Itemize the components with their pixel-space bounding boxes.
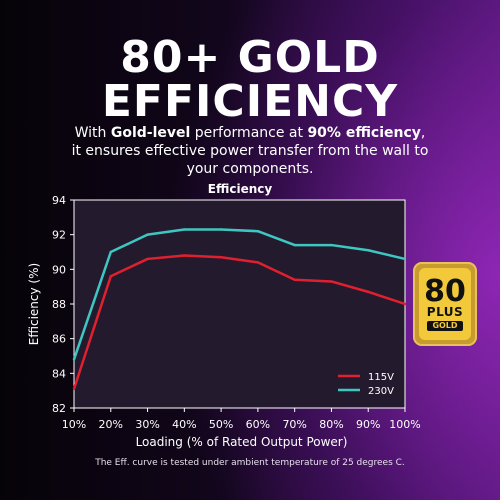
data-point-230v xyxy=(72,358,76,361)
data-point-115v xyxy=(293,278,296,281)
y-tick-label: 88 xyxy=(52,298,66,311)
subtitle-bold-1: Gold-level xyxy=(110,125,191,141)
data-point-115v xyxy=(367,290,370,294)
data-point-115v xyxy=(183,254,186,257)
data-point-115v xyxy=(109,275,112,278)
data-point-230v xyxy=(183,228,186,231)
y-axis-label: Efficiency (%) xyxy=(27,263,41,345)
data-point-115v xyxy=(256,261,260,264)
data-point-115v xyxy=(146,257,149,261)
x-tick-label: 80% xyxy=(319,418,343,431)
y-tick-label: 86 xyxy=(52,333,66,346)
data-point-230v xyxy=(330,243,333,247)
subtitle-text-1: With xyxy=(74,125,111,141)
y-tick-label: 92 xyxy=(52,229,66,242)
y-tick-label: 90 xyxy=(52,263,66,276)
data-point-115v xyxy=(330,280,333,283)
series-line-230v xyxy=(72,228,406,360)
legend-label-230v: 230V xyxy=(368,386,394,397)
headline-line-1: 80+ GOLD xyxy=(120,32,380,83)
data-point-230v xyxy=(256,230,260,233)
legend-label-115v: 115V xyxy=(368,372,394,383)
footnote: The Eff. curve is tested under ambient t… xyxy=(95,458,405,468)
badge-tier: GOLD xyxy=(427,320,463,331)
data-point-115v xyxy=(219,256,223,259)
y-tick-label: 94 xyxy=(52,194,66,207)
data-point-230v xyxy=(403,257,407,261)
data-point-115v xyxy=(403,302,407,306)
y-tick-label: 84 xyxy=(52,367,66,380)
x-tick-label: 40% xyxy=(172,418,196,431)
plot-area xyxy=(73,199,406,409)
x-tick-label: 30% xyxy=(135,418,159,431)
data-point-230v xyxy=(367,249,370,252)
x-axis-label: Loading (% of Rated Output Power) xyxy=(136,435,348,449)
data-point-230v xyxy=(293,243,296,247)
subtitle-text-3: , xyxy=(420,125,426,141)
subtitle-line-3: your components. xyxy=(186,161,314,177)
x-tick-label: 20% xyxy=(99,418,123,431)
80-plus-gold-badge: 80 PLUS GOLD xyxy=(413,262,477,346)
x-tick-label: 90% xyxy=(356,418,380,431)
data-point-230v xyxy=(109,250,112,254)
badge-plus: PLUS xyxy=(426,304,464,319)
y-tick-label: 82 xyxy=(52,402,66,415)
series-line-115v xyxy=(72,254,406,390)
headline-line-2: EFFICIENCY xyxy=(101,76,399,127)
x-tick-label: 70% xyxy=(282,418,306,431)
chart-title: Efficiency xyxy=(207,182,273,196)
x-tick-label: 10% xyxy=(62,418,86,431)
subtitle-text-2: performance at xyxy=(190,125,308,141)
data-point-115v xyxy=(72,387,76,391)
data-point-230v xyxy=(146,233,149,236)
subtitle-bold-2: 90% efficiency xyxy=(307,125,421,141)
subtitle: With Gold-level performance at 90% effic… xyxy=(40,124,460,178)
subtitle-line-2: it ensures effective power transfer from… xyxy=(71,143,429,159)
x-tick-label: 100% xyxy=(389,418,420,431)
data-point-230v xyxy=(219,228,223,231)
x-tick-label: 60% xyxy=(246,418,270,431)
badge-number: 80 xyxy=(424,273,466,309)
x-tick-label: 50% xyxy=(209,418,233,431)
badge-inner: 80 PLUS GOLD xyxy=(419,268,471,340)
